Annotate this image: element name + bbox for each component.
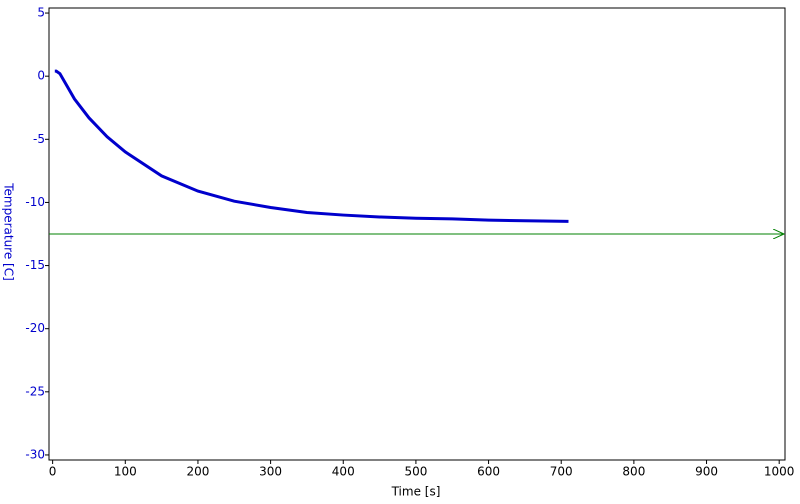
y-axis-label: Temperature [C] [2, 182, 16, 281]
y-tick-label: -25 [25, 384, 45, 398]
data-line [54, 69, 569, 223]
x-tick-label: 400 [332, 465, 355, 479]
x-axis-label: Time [s] [391, 485, 441, 499]
x-tick-label: 900 [695, 465, 718, 479]
y-tick-label: -15 [25, 258, 45, 272]
y-tick-label: -5 [33, 132, 45, 146]
y-tick-label: 5 [37, 6, 45, 20]
x-tick-label: 800 [622, 465, 645, 479]
y-tick-label: 0 [37, 69, 45, 83]
x-tick-label: 600 [477, 465, 500, 479]
y-tick-label: -10 [25, 195, 45, 209]
x-tick-label: 500 [404, 465, 427, 479]
x-tick-label: 0 [49, 465, 57, 479]
x-tick-label: 700 [550, 465, 573, 479]
y-tick-label: -20 [25, 321, 45, 335]
x-tick-label: 300 [259, 465, 282, 479]
x-tick-label: 100 [114, 465, 137, 479]
x-tick-label: 200 [186, 465, 209, 479]
y-tick-label: -30 [25, 447, 45, 461]
x-tick-label: 1000 [764, 465, 795, 479]
